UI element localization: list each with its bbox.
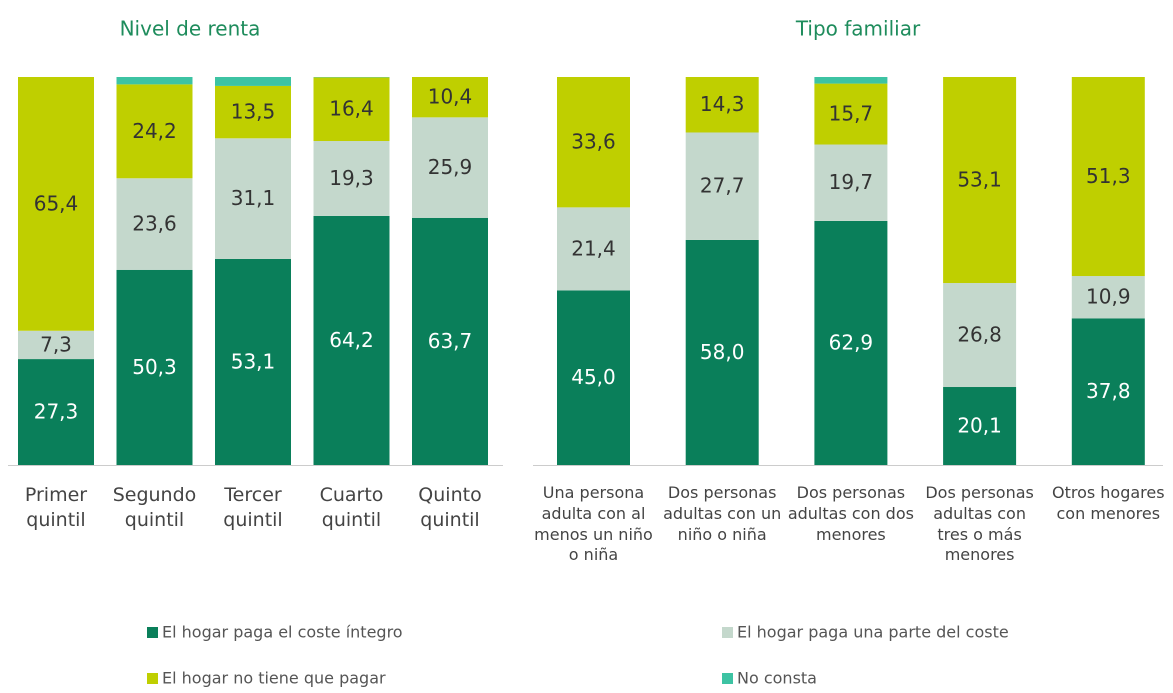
bar-segment xyxy=(18,359,94,465)
bar-segment xyxy=(557,207,630,291)
bar-segment xyxy=(557,77,630,208)
value-label: 62,9 xyxy=(829,330,874,354)
value-label: 31,1 xyxy=(231,186,276,210)
bar-segment xyxy=(814,77,888,84)
value-label: 16,4 xyxy=(329,97,374,121)
value-label: 26,8 xyxy=(957,323,1002,347)
bar-segment xyxy=(18,330,94,360)
x-tick-label-box: Dos personas adultas con tres o más meno… xyxy=(925,483,1034,565)
value-label: 51,3 xyxy=(1086,164,1131,188)
bar-segment xyxy=(215,258,291,465)
bar-segment xyxy=(116,269,193,465)
bar-segment xyxy=(1071,276,1145,319)
value-label: 7,3 xyxy=(40,332,72,356)
value-label: 63,7 xyxy=(428,329,473,353)
x-tick-label: Dos personas adultas con un niño o niña xyxy=(663,483,782,544)
value-label: 33,6 xyxy=(571,130,616,154)
bar-segment xyxy=(814,220,888,465)
x-tick-label: Primer quintil xyxy=(24,484,88,531)
bar-segment xyxy=(814,83,888,145)
legend-swatch xyxy=(722,627,733,638)
x-tick-label-box: Primer quintil xyxy=(24,484,88,531)
x-tick-label-box: Tercer quintil xyxy=(223,484,283,531)
bar-segment xyxy=(313,141,390,216)
chart-title: Tipo familiar xyxy=(795,17,921,41)
bar-segment xyxy=(1071,77,1145,277)
x-tick-label: Dos personas adultas con dos menores xyxy=(787,483,914,544)
value-label: 53,1 xyxy=(231,349,276,373)
legend-label: El hogar no tiene que pagar xyxy=(162,669,386,688)
bar-segment xyxy=(685,132,759,240)
value-label: 24,2 xyxy=(132,119,177,143)
value-label: 25,9 xyxy=(428,155,473,179)
x-tick-label-box: Quinto quintil xyxy=(418,484,482,531)
x-tick-label-box: Segundo quintil xyxy=(112,484,197,531)
bar-segment xyxy=(215,77,291,86)
x-tick-label-box: Dos personas adultas con un niño o niña xyxy=(663,483,782,544)
value-label: 13,5 xyxy=(231,100,276,124)
x-tick-label-box: Otros hogares con menores xyxy=(1051,483,1165,523)
x-tick-label: Cuarto quintil xyxy=(319,484,384,531)
value-label: 15,7 xyxy=(829,102,874,126)
bar-segment xyxy=(18,77,94,331)
bar-segment xyxy=(412,217,488,465)
bar-segment xyxy=(412,117,488,218)
value-label: 14,3 xyxy=(700,92,745,116)
bar-segment xyxy=(557,290,630,465)
bar-segment xyxy=(412,77,488,118)
bar-segment xyxy=(313,215,390,465)
value-label: 65,4 xyxy=(34,191,79,215)
legend-swatch xyxy=(147,673,158,684)
legend-swatch xyxy=(722,673,733,684)
value-label: 53,1 xyxy=(957,168,1002,192)
bar-segment xyxy=(685,77,759,133)
x-tick-label-box: Cuarto quintil xyxy=(319,484,384,531)
value-label: 37,8 xyxy=(1086,379,1131,403)
legend-label: El hogar paga una parte del coste xyxy=(737,623,1009,642)
bar-segment xyxy=(943,77,1017,284)
bar-segment xyxy=(116,77,193,85)
chart-title: Nivel de renta xyxy=(120,17,261,41)
x-tick-label: Otros hogares con menores xyxy=(1051,483,1165,523)
value-label: 27,3 xyxy=(34,400,79,424)
value-label: 20,1 xyxy=(957,414,1002,438)
bar-segment xyxy=(313,77,390,142)
value-label: 27,7 xyxy=(700,174,745,198)
legend-swatch xyxy=(147,627,158,638)
value-label: 19,7 xyxy=(829,170,874,194)
value-label: 19,3 xyxy=(329,166,374,190)
legend-label: No consta xyxy=(737,669,817,688)
x-tick-label: Tercer quintil xyxy=(223,484,283,531)
value-label: 45,0 xyxy=(571,365,616,389)
x-tick-label: Segundo quintil xyxy=(112,484,197,531)
x-tick-label: Una persona adulta con al menos un niño … xyxy=(534,483,653,565)
bar-segment xyxy=(814,144,888,221)
value-label: 10,4 xyxy=(428,85,473,109)
value-label: 64,2 xyxy=(329,328,374,352)
x-tick-label-box: Dos personas adultas con dos menores xyxy=(787,483,914,544)
bar-segment xyxy=(943,283,1017,388)
bar-segment xyxy=(116,84,193,179)
value-label: 23,6 xyxy=(132,212,177,236)
bar-segment xyxy=(215,85,291,139)
bar-segment xyxy=(1071,318,1145,465)
x-tick-label-box: Una persona adulta con al menos un niño … xyxy=(534,483,653,565)
bar-segment xyxy=(215,138,291,259)
x-tick-label: Dos personas adultas con tres o más meno… xyxy=(925,483,1034,565)
bar-segment xyxy=(685,239,759,465)
value-label: 10,9 xyxy=(1086,285,1131,309)
bar-segment xyxy=(116,178,193,270)
value-label: 21,4 xyxy=(571,236,616,260)
value-label: 58,0 xyxy=(700,340,745,364)
value-label: 50,3 xyxy=(132,355,177,379)
legend-label: El hogar paga el coste íntegro xyxy=(162,623,403,642)
bar-segment xyxy=(943,387,1017,465)
x-tick-label: Quinto quintil xyxy=(418,484,482,531)
